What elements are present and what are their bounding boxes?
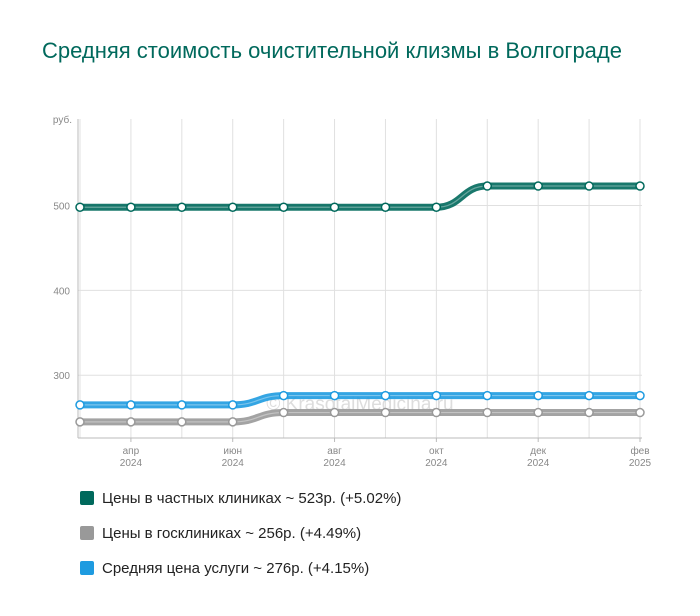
data-point — [431, 390, 442, 401]
data-point — [126, 417, 136, 427]
x-tick-label-month: окт — [429, 446, 444, 457]
data-point — [329, 390, 340, 401]
x-tick-label-year: 2024 — [323, 458, 346, 469]
grid — [78, 119, 642, 438]
data-point — [635, 390, 645, 401]
data-point — [329, 202, 340, 212]
legend-item-public[interactable]: Цены в госклиниках ~ 256р. (+4.49%) — [80, 523, 401, 543]
data-point — [482, 407, 493, 418]
data-point — [278, 202, 289, 212]
y-axis-label: руб. — [53, 114, 72, 126]
series-line-highlight-1 — [80, 411, 640, 423]
x-tick-label-month: дек — [530, 446, 546, 457]
x-tick-label-year: 2025 — [629, 458, 652, 469]
legend-label-public: Цены в госклиниках ~ 256р. (+4.49%) — [102, 524, 362, 542]
data-point — [75, 417, 85, 427]
series-line-0 — [76, 182, 644, 211]
data-point — [635, 407, 645, 418]
y-tick-label: 300 — [53, 371, 70, 382]
data-point — [635, 181, 645, 191]
data-point — [75, 400, 85, 410]
legend: Цены в частных клиниках ~ 523р. (+5.02%)… — [80, 488, 401, 593]
x-tick-label-year: 2024 — [527, 458, 550, 469]
data-point — [533, 407, 543, 418]
series-line-2 — [76, 392, 644, 409]
legend-label-private: Цены в частных клиниках ~ 523р. (+5.02%) — [102, 489, 402, 507]
series-line-1 — [76, 409, 644, 426]
axes: 300400500руб.апр2024июн2024авг2024окт202… — [53, 114, 652, 469]
legend-item-average[interactable]: Средняя цена услуги ~ 276р. (+4.15%) — [80, 558, 401, 578]
data-point — [431, 202, 442, 212]
x-tick-label-month: авг — [327, 446, 342, 457]
x-tick-label-year: 2024 — [425, 458, 448, 469]
line-chart: 300400500руб.апр2024июн2024авг2024окт202… — [53, 114, 652, 469]
series-group — [75, 181, 645, 427]
data-point — [75, 202, 85, 212]
data-point — [584, 407, 594, 418]
x-tick-label-month: июн — [223, 446, 242, 457]
chart-title: Средняя стоимость очистительной клизмы в… — [42, 38, 622, 63]
x-tick-label-month: апр — [123, 446, 140, 457]
data-point — [177, 417, 187, 427]
data-point — [126, 400, 136, 410]
x-tick-label-year: 2024 — [120, 458, 143, 469]
data-point — [482, 181, 493, 191]
data-point — [278, 390, 289, 401]
data-point — [584, 181, 594, 191]
data-point — [584, 390, 594, 401]
y-tick-label: 400 — [53, 286, 70, 297]
legend-swatch-public — [80, 526, 94, 540]
legend-swatch-average — [80, 561, 94, 575]
x-tick-label-year: 2024 — [222, 458, 245, 469]
data-point — [380, 390, 391, 401]
data-point — [227, 417, 238, 427]
data-point — [177, 202, 187, 212]
series-line-highlight-2 — [80, 394, 640, 406]
data-point — [380, 202, 391, 212]
data-point — [177, 400, 187, 410]
y-tick-label: 500 — [53, 202, 70, 213]
data-point — [278, 407, 289, 418]
legend-label-average: Средняя цена услуги ~ 276р. (+4.15%) — [102, 559, 370, 577]
data-point — [482, 390, 493, 401]
data-point — [431, 407, 442, 418]
legend-item-private[interactable]: Цены в частных клиниках ~ 523р. (+5.02%) — [80, 488, 401, 508]
data-point — [533, 181, 543, 191]
legend-swatch-private — [80, 491, 94, 505]
data-point — [227, 202, 238, 212]
data-point — [227, 400, 238, 410]
data-point — [329, 407, 340, 418]
data-point — [533, 390, 543, 401]
x-tick-label-month: фев — [630, 445, 649, 457]
data-point — [380, 407, 391, 418]
data-point — [126, 202, 136, 212]
